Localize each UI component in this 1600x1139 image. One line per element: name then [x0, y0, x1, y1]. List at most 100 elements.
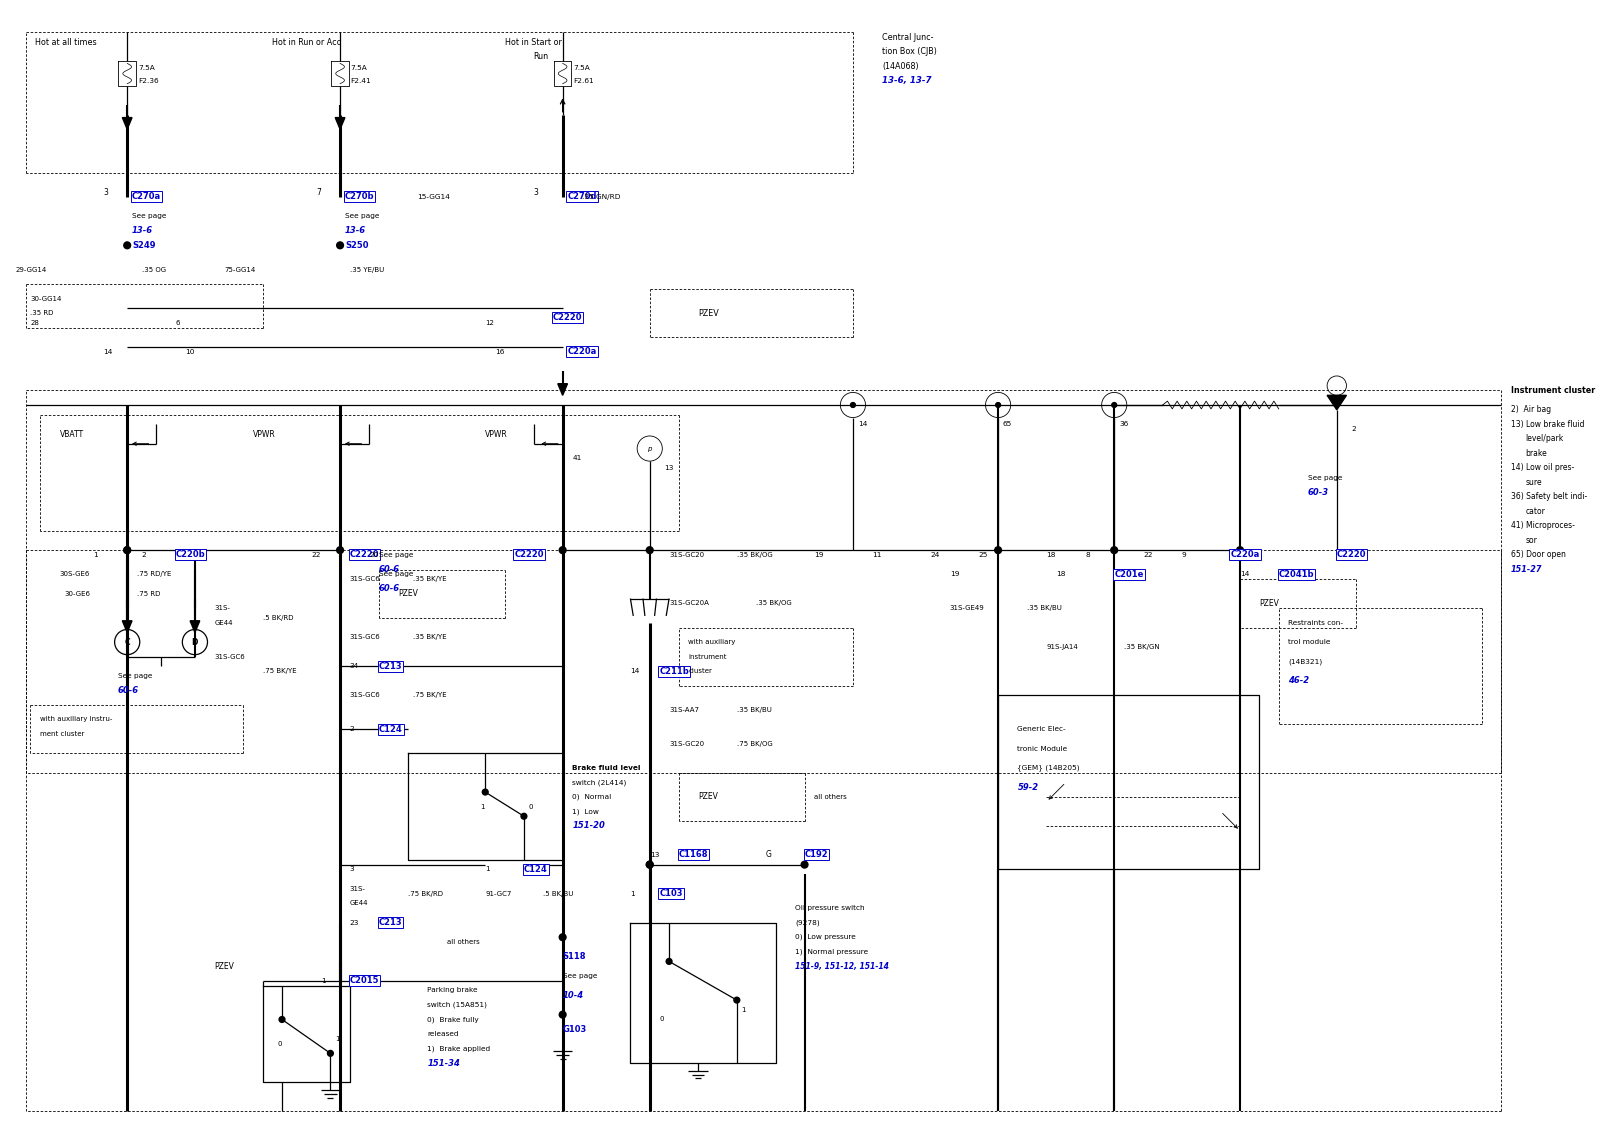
Text: 6: 6 [176, 320, 181, 326]
Text: 13: 13 [650, 852, 659, 858]
Text: 13: 13 [664, 465, 674, 470]
Text: F2.61: F2.61 [573, 77, 594, 84]
Text: sure: sure [1525, 478, 1542, 486]
Text: 19: 19 [950, 572, 960, 577]
Text: 1: 1 [630, 891, 635, 896]
Text: C2220: C2220 [1336, 550, 1366, 559]
Text: 31S-GC6: 31S-GC6 [350, 693, 381, 698]
Text: 23: 23 [350, 919, 358, 926]
Text: PZEV: PZEV [1259, 599, 1280, 608]
Text: C270a: C270a [133, 192, 162, 202]
Text: 1: 1 [320, 977, 325, 984]
Text: Hot at all times: Hot at all times [35, 38, 98, 47]
Text: 11: 11 [872, 552, 882, 558]
Text: See page: See page [563, 973, 597, 978]
Text: Hot in Start or: Hot in Start or [504, 38, 562, 47]
Text: C213: C213 [379, 918, 403, 927]
Text: PZEV: PZEV [698, 309, 718, 318]
Text: 8: 8 [1085, 552, 1090, 558]
Text: 12: 12 [485, 320, 494, 326]
Text: 31S-GC6: 31S-GC6 [350, 576, 381, 582]
Text: .35 YE/BU: .35 YE/BU [350, 267, 384, 272]
Text: .5 BK/BU: .5 BK/BU [544, 891, 574, 896]
Text: C2015: C2015 [350, 976, 379, 985]
Text: 9: 9 [1182, 552, 1187, 558]
Text: 31S-GC20: 31S-GC20 [669, 552, 704, 558]
Text: tion Box (CJB): tion Box (CJB) [882, 48, 938, 56]
Text: .35 BK/BU: .35 BK/BU [1027, 605, 1062, 612]
Text: Generic Elec-: Generic Elec- [1018, 727, 1066, 732]
Text: Instrument cluster: Instrument cluster [1510, 386, 1595, 395]
Text: VPWR: VPWR [253, 429, 275, 439]
Text: F2.36: F2.36 [138, 77, 158, 84]
Text: PZEV: PZEV [214, 961, 234, 970]
Text: 20: 20 [370, 552, 379, 558]
Circle shape [995, 547, 1002, 554]
Circle shape [646, 861, 653, 868]
Text: (9278): (9278) [795, 919, 819, 926]
Text: 151-34: 151-34 [427, 1058, 461, 1067]
Text: 19: 19 [814, 552, 824, 558]
Text: .35 BK/GN: .35 BK/GN [1123, 644, 1160, 650]
Circle shape [560, 547, 566, 554]
Text: 30-GG14: 30-GG14 [30, 295, 62, 302]
Text: 24: 24 [930, 552, 939, 558]
Text: cluster: cluster [688, 669, 712, 674]
Circle shape [522, 813, 526, 819]
Text: C2220: C2220 [554, 313, 582, 322]
Text: See page: See page [1307, 475, 1342, 481]
Text: 1: 1 [480, 804, 485, 810]
Text: 1)  Low: 1) Low [573, 809, 598, 814]
Text: C1168: C1168 [678, 851, 709, 860]
Text: .75 RD/YE: .75 RD/YE [138, 572, 171, 577]
Text: C270b: C270b [346, 192, 374, 202]
Circle shape [1112, 402, 1117, 408]
Text: 60-6: 60-6 [117, 686, 139, 695]
Text: S250: S250 [346, 240, 368, 249]
Text: C211b: C211b [659, 666, 690, 675]
Text: trol module: trol module [1288, 639, 1331, 645]
Text: 31S-: 31S- [214, 605, 230, 612]
Text: .35 OG: .35 OG [142, 267, 166, 272]
Circle shape [1237, 547, 1243, 554]
Text: F2.41: F2.41 [350, 77, 371, 84]
Text: 14: 14 [630, 669, 640, 674]
Text: 65) Door open: 65) Door open [1510, 550, 1566, 559]
Text: 65: 65 [1003, 421, 1013, 427]
Text: 22: 22 [310, 552, 320, 558]
Text: 14: 14 [1240, 572, 1250, 577]
Circle shape [734, 998, 739, 1003]
Text: 7.5A: 7.5A [573, 65, 590, 72]
Text: 1: 1 [336, 1035, 339, 1042]
Text: 60-6: 60-6 [379, 584, 400, 593]
Text: sor: sor [1525, 536, 1538, 544]
Text: C220a: C220a [1230, 550, 1259, 559]
Text: GE44: GE44 [350, 900, 368, 907]
Circle shape [123, 547, 131, 554]
Text: Parking brake: Parking brake [427, 988, 478, 993]
Text: released: released [427, 1031, 459, 1036]
Text: .75 BK/YE: .75 BK/YE [262, 669, 296, 674]
Text: 0: 0 [277, 1041, 282, 1047]
Text: Brake fluid level: Brake fluid level [573, 765, 642, 771]
Text: 7: 7 [315, 188, 320, 197]
Text: VBATT: VBATT [59, 429, 83, 439]
Text: p: p [648, 445, 651, 451]
Text: C270d: C270d [568, 192, 597, 202]
Text: 2)  Air bag: 2) Air bag [1510, 405, 1550, 415]
Text: 41: 41 [573, 456, 582, 461]
Text: 31S-GC20: 31S-GC20 [669, 740, 704, 747]
Text: C124: C124 [379, 724, 403, 734]
Text: 13-6, 13-7: 13-6, 13-7 [882, 76, 931, 85]
Text: See page: See page [133, 213, 166, 220]
Text: VPWR: VPWR [485, 429, 507, 439]
Text: 10: 10 [186, 349, 195, 354]
Circle shape [1110, 547, 1118, 554]
Text: 18: 18 [1046, 552, 1056, 558]
Text: 13-6: 13-6 [133, 227, 154, 236]
Text: 36) Safety belt indi-: 36) Safety belt indi- [1510, 492, 1587, 501]
Text: G103: G103 [563, 1025, 587, 1034]
Text: 22: 22 [1144, 552, 1152, 558]
Text: (14A068): (14A068) [882, 62, 918, 71]
Text: 41) Microproces-: 41) Microproces- [1510, 522, 1574, 531]
